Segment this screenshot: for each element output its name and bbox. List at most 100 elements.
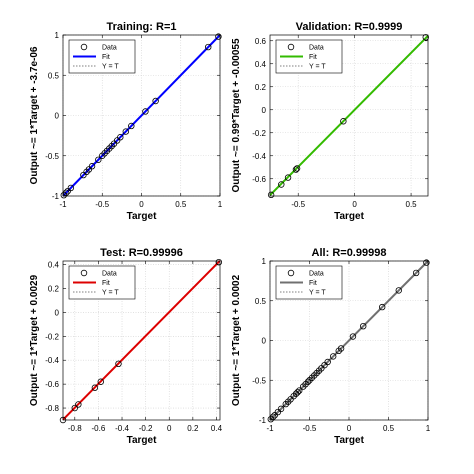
- y-axis-label: Output ~= 0.99*Target + -0.00055: [231, 38, 242, 192]
- y-tick-label: 0.4: [255, 60, 267, 69]
- axes-box: [62, 260, 221, 421]
- data-point: [378, 303, 386, 311]
- chart-title: All: R=0.99998: [312, 247, 387, 259]
- legend-data-marker: [80, 269, 88, 277]
- data-point: [71, 404, 79, 412]
- legend-label-identity: Y = T: [102, 64, 119, 71]
- y-tick-label: 0: [55, 308, 60, 317]
- y-tick-label: 0: [262, 106, 267, 115]
- y-tick-label: 0.5: [255, 297, 267, 306]
- data-point: [152, 97, 159, 105]
- x-tick-label: -0.4: [115, 424, 129, 433]
- y-tick-label: -0.2: [45, 332, 59, 341]
- legend-label-identity: Y = T: [102, 290, 119, 297]
- y-tick-label: 0: [55, 112, 60, 121]
- legend-label-identity: Y = T: [309, 290, 326, 297]
- legend: Data Fit Y = T: [275, 39, 343, 74]
- data-point: [422, 34, 429, 41]
- legend: Data Fit Y = T: [275, 265, 343, 300]
- y-tick-label: 0.6: [255, 37, 267, 46]
- legend-label-fit: Fit: [309, 280, 317, 287]
- x-axis-label: Target: [127, 435, 157, 446]
- legend: Data Fit Y = T: [68, 39, 136, 74]
- y-tick-label: 0.2: [255, 83, 267, 92]
- y-tick-label: 1: [55, 31, 60, 40]
- legend-label-identity: Y = T: [309, 64, 326, 71]
- legend-label-fit: Fit: [309, 54, 317, 61]
- data-point: [75, 401, 82, 408]
- data-point: [423, 259, 430, 266]
- x-axis-label: Target: [334, 435, 364, 446]
- y-tick-label: 0.4: [48, 261, 60, 270]
- legend-data-marker: [287, 43, 295, 51]
- data-point: [293, 165, 301, 172]
- data-point: [215, 258, 223, 266]
- legend-label-fit: Fit: [102, 280, 110, 287]
- x-tick-label: 0.5: [175, 200, 187, 209]
- data-point: [349, 333, 357, 340]
- data-point: [304, 378, 312, 386]
- x-tick-label: -0.5: [291, 200, 305, 209]
- x-tick-label: 0.5: [383, 424, 395, 433]
- x-tick-label: -0.8: [68, 424, 82, 433]
- y-tick-label: 0: [262, 337, 267, 346]
- data-point: [115, 360, 122, 368]
- x-tick-label: -0.2: [139, 424, 153, 433]
- legend-label-data: Data: [309, 271, 324, 278]
- data-point: [215, 33, 222, 40]
- legend-label-data: Data: [309, 45, 324, 52]
- y-tick-label: 0.5: [48, 71, 60, 80]
- data-point: [296, 387, 303, 394]
- x-tick-label: -0.6: [92, 424, 106, 433]
- x-axis-label: Target: [127, 211, 157, 222]
- x-tick-label: 0.4: [211, 424, 223, 433]
- y-tick-label: -0.4: [252, 152, 266, 161]
- chart-title: Validation: R=0.9999: [296, 21, 403, 33]
- y-tick-label: -0.6: [252, 175, 266, 184]
- legend-label-data: Data: [102, 271, 117, 278]
- data-point: [292, 166, 300, 173]
- y-tick-label: -0.5: [252, 376, 266, 385]
- legend-data-marker: [80, 43, 88, 51]
- chart-title: Training: R=1: [107, 21, 177, 33]
- data-point: [97, 378, 104, 385]
- x-tick-label: 0: [139, 200, 144, 209]
- axes-box: [269, 34, 429, 197]
- data-point: [278, 181, 285, 188]
- x-tick-label: 0: [347, 424, 352, 433]
- legend-label-data: Data: [102, 45, 117, 52]
- fit-line: [269, 35, 429, 196]
- chart-title: Test: R=0.99996: [100, 247, 183, 259]
- fit-line: [62, 259, 221, 421]
- legend-data-marker: [287, 269, 295, 277]
- y-tick-label: -1: [259, 416, 267, 425]
- data-point: [142, 108, 149, 115]
- x-tick-label: 0: [352, 200, 357, 209]
- y-axis-label: Output ~= 1*Target + 0.0029: [29, 274, 40, 406]
- y-tick-label: -0.8: [45, 404, 59, 413]
- data-point: [122, 128, 129, 135]
- x-tick-label: -1: [266, 424, 274, 433]
- data-point: [267, 191, 275, 199]
- data-point: [324, 358, 331, 366]
- data-point: [277, 405, 285, 413]
- data-point: [360, 322, 367, 330]
- y-axis-label: Output ~= 1*Target + -3.7e-06: [29, 46, 40, 184]
- data-point: [205, 43, 212, 51]
- y-tick-label: -0.4: [45, 356, 59, 365]
- chart-panel-2: -0.8 -0.6 -0.4 -0.2 0 0.2 0.4 -0.8 -0.6 -0.4 -0.2 0…: [29, 247, 223, 446]
- y-tick-label: -0.5: [45, 152, 59, 161]
- x-tick-label: -1: [59, 200, 67, 209]
- x-tick-label: -0.5: [303, 424, 317, 433]
- x-axis-label: Target: [334, 211, 364, 222]
- data-point: [95, 156, 102, 163]
- chart-panel-0: -1 -0.5 0 0.5 1 -1 -0.5 0 0.5 1 Training: R=1 Targe…: [29, 21, 223, 222]
- x-tick-label: 0.5: [406, 200, 418, 209]
- fit-line: [62, 34, 221, 197]
- x-tick-label: 0: [167, 424, 172, 433]
- data-point: [412, 269, 420, 277]
- data-point: [117, 134, 124, 141]
- data-point: [330, 353, 337, 360]
- y-tick-label: 0.2: [48, 284, 60, 293]
